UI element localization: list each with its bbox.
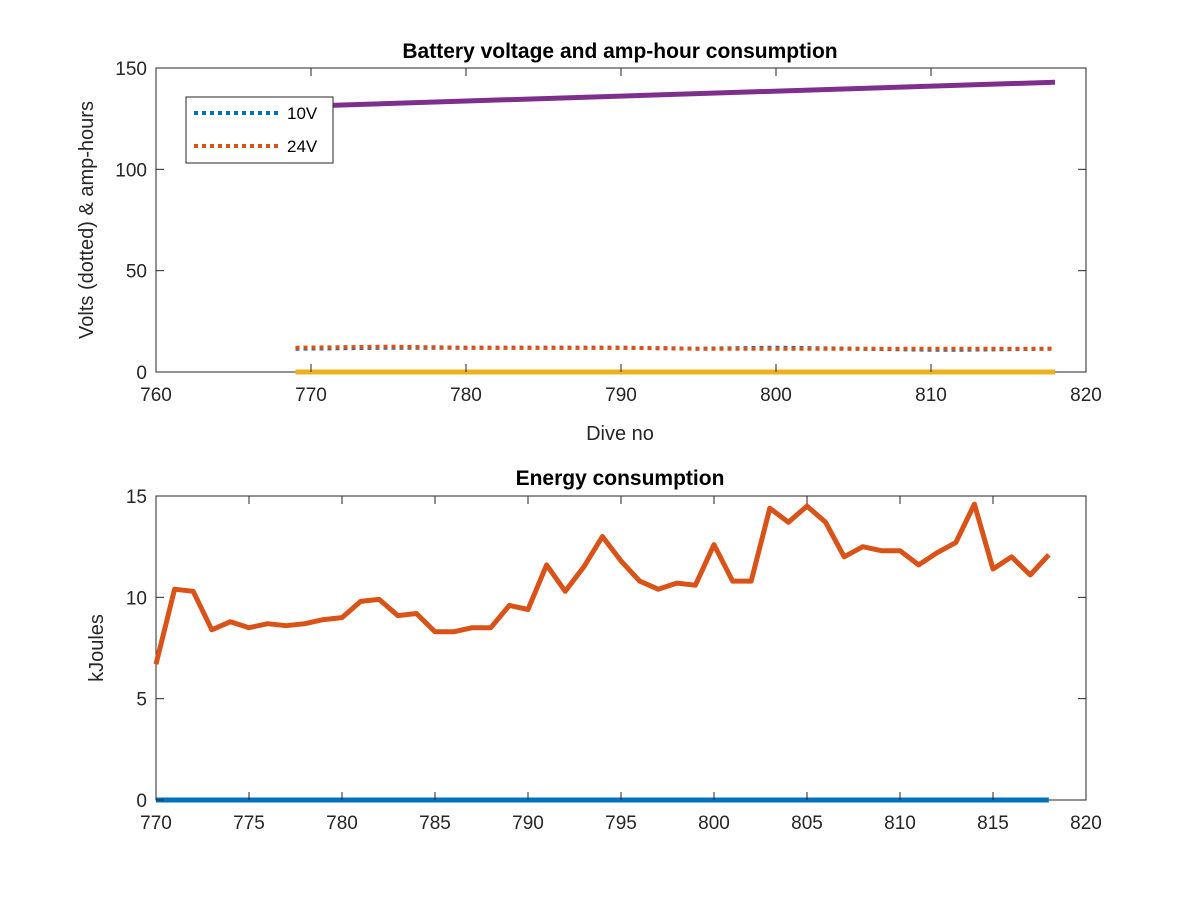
x-tick-label: 785: [419, 813, 451, 834]
series-line-2: [153, 501, 1051, 665]
x-tick-label: 770: [295, 385, 327, 406]
x-tick-label: 815: [977, 813, 1009, 834]
y-axis-label: Volts (dotted) & amp-hours: [76, 101, 98, 339]
legend-label-10v: 10V: [287, 104, 318, 123]
x-tick-label: 770: [140, 813, 172, 834]
legend-box: [185, 96, 334, 164]
y-axis-label: kJoules: [86, 614, 108, 682]
y-tick-label: 0: [136, 363, 147, 384]
series-line-24v: [295, 344, 1055, 351]
x-tick-label: 820: [1070, 813, 1102, 834]
y-tick-label: 15: [126, 487, 147, 508]
x-axis-ticks: 760 770 780 790 800 810 820: [140, 68, 1102, 406]
x-tick-label: 805: [791, 813, 823, 834]
y-axis-ticks: 0 5 10 15: [126, 487, 1086, 812]
x-axis-label: Dive no: [586, 423, 654, 445]
x-tick-label: 790: [512, 813, 544, 834]
x-tick-label: 790: [605, 385, 637, 406]
series-line-4: [295, 79, 1056, 109]
y-tick-label: 5: [136, 690, 147, 711]
y-axis-ticks: 0 50 100 150: [115, 59, 1086, 384]
x-tick-label: 800: [760, 385, 792, 406]
x-axis-ticks: 770 775 780 785 790 795 800 805 810 815 820: [140, 496, 1102, 834]
y-tick-label: 100: [115, 160, 147, 181]
x-tick-label: 775: [233, 813, 265, 834]
series-layer: [295, 79, 1056, 375]
x-tick-label: 760: [140, 385, 172, 406]
legend: 10V 24V: [185, 96, 334, 164]
y-tick-label: 150: [115, 59, 147, 80]
y-tick-label: 10: [126, 588, 147, 609]
chart-title: Battery voltage and amp-hour consumption: [402, 40, 837, 63]
y-tick-label: 0: [136, 791, 147, 812]
x-tick-label: 795: [605, 813, 637, 834]
legend-label-24v: 24V: [287, 137, 318, 156]
plot-battery-voltage: Battery voltage and amp-hour consumption…: [76, 40, 1102, 445]
chart-title: Energy consumption: [516, 467, 725, 490]
x-tick-label: 780: [326, 813, 358, 834]
plot-energy-consumption: Energy consumption 770 775 780 785 790 795 800…: [86, 467, 1102, 834]
x-tick-label: 800: [698, 813, 730, 834]
x-tick-label: 780: [450, 385, 482, 406]
x-tick-label: 820: [1070, 385, 1102, 406]
y-tick-label: 50: [126, 262, 147, 283]
x-tick-label: 810: [915, 385, 947, 406]
x-tick-label: 810: [884, 813, 916, 834]
